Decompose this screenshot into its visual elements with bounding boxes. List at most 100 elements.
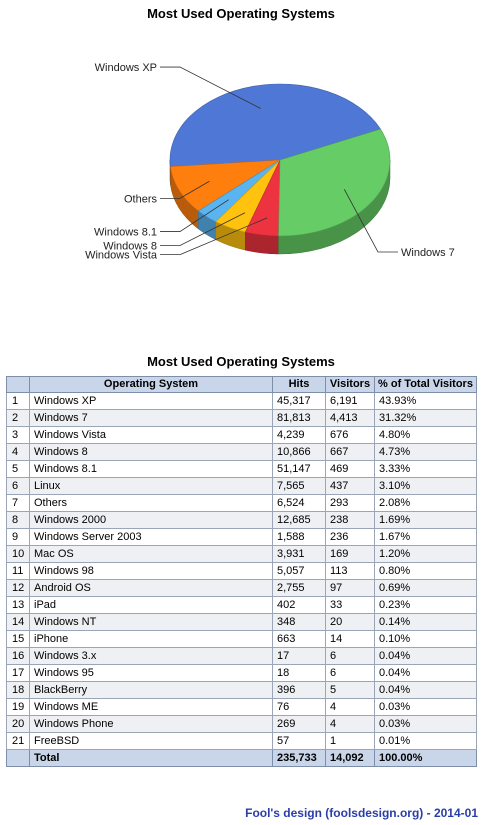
- cell-visitors: 293: [325, 494, 375, 512]
- cell-visitors: 6: [325, 664, 375, 682]
- table-row: 5 Windows 8.1 51,147 469 3.33%: [6, 460, 477, 478]
- cell-percent: 31.32%: [374, 409, 477, 427]
- table-row: 19 Windows ME 76 4 0.03%: [6, 698, 477, 716]
- cell-index: 20: [6, 715, 30, 733]
- cell-index: 6: [6, 477, 30, 495]
- slice-label: Windows 8.1: [94, 227, 157, 239]
- cell-percent: 43.93%: [374, 392, 477, 410]
- table-row: 20 Windows Phone 269 4 0.03%: [6, 715, 477, 733]
- cell-index: 8: [6, 511, 30, 529]
- cell-os: Windows NT: [29, 613, 273, 631]
- cell-visitors: 33: [325, 596, 375, 614]
- cell-index: 5: [6, 460, 30, 478]
- cell-visitors: 6,191: [325, 392, 375, 410]
- table-row: 9 Windows Server 2003 1,588 236 1.67%: [6, 528, 477, 546]
- cell-percent: 0.80%: [374, 562, 477, 580]
- cell-hits: 6,524: [272, 494, 326, 512]
- total-visitors: 14,092: [325, 749, 375, 767]
- cell-visitors: 238: [325, 511, 375, 529]
- cell-visitors: 437: [325, 477, 375, 495]
- footer-credit: Fool's design (foolsdesign.org) - 2014-0…: [245, 806, 478, 820]
- slice-label: Others: [124, 193, 158, 205]
- cell-os: BlackBerry: [29, 681, 273, 699]
- cell-os: Windows 8.1: [29, 460, 273, 478]
- cell-os: Windows 7: [29, 409, 273, 427]
- cell-hits: 1,588: [272, 528, 326, 546]
- table-row: 14 Windows NT 348 20 0.14%: [6, 613, 477, 631]
- cell-visitors: 667: [325, 443, 375, 461]
- cell-hits: 663: [272, 630, 326, 648]
- cell-index: 19: [6, 698, 30, 716]
- cell-hits: 2,755: [272, 579, 326, 597]
- column-header-visitors: Visitors: [325, 376, 375, 393]
- cell-visitors: 169: [325, 545, 375, 563]
- cell-percent: 0.10%: [374, 630, 477, 648]
- cell-percent: 0.04%: [374, 681, 477, 699]
- cell-hits: 17: [272, 647, 326, 665]
- cell-visitors: 20: [325, 613, 375, 631]
- cell-percent: 1.67%: [374, 528, 477, 546]
- cell-hits: 402: [272, 596, 326, 614]
- cell-hits: 51,147: [272, 460, 326, 478]
- cell-visitors: 236: [325, 528, 375, 546]
- cell-visitors: 4: [325, 715, 375, 733]
- cell-index: 4: [6, 443, 30, 461]
- leader-line: [160, 212, 246, 246]
- cell-os: Others: [29, 494, 273, 512]
- table-row: 12 Android OS 2,755 97 0.69%: [6, 579, 477, 597]
- total-label: Total: [29, 749, 273, 767]
- slice-label: Windows 7: [401, 247, 455, 259]
- cell-os: Windows Server 2003: [29, 528, 273, 546]
- cell-percent: 1.69%: [374, 511, 477, 529]
- cell-hits: 76: [272, 698, 326, 716]
- cell-index: 17: [6, 664, 30, 682]
- cell-os: Mac OS: [29, 545, 273, 563]
- cell-percent: 4.80%: [374, 426, 477, 444]
- total-percent: 100.00%: [374, 749, 477, 767]
- slice-label: Windows XP: [95, 62, 157, 74]
- column-header-os: Operating System: [29, 376, 273, 393]
- cell-visitors: 4,413: [325, 409, 375, 427]
- table-row: 17 Windows 95 18 6 0.04%: [6, 664, 477, 682]
- cell-hits: 348: [272, 613, 326, 631]
- cell-hits: 269: [272, 715, 326, 733]
- cell-os: Windows Phone: [29, 715, 273, 733]
- table-row: 1 Windows XP 45,317 6,191 43.93%: [6, 392, 477, 410]
- cell-percent: 3.10%: [374, 477, 477, 495]
- cell-os: iPhone: [29, 630, 273, 648]
- cell-visitors: 469: [325, 460, 375, 478]
- cell-index: 21: [6, 732, 30, 750]
- cell-hits: 5,057: [272, 562, 326, 580]
- table-row: 13 iPad 402 33 0.23%: [6, 596, 477, 614]
- cell-index: 18: [6, 681, 30, 699]
- table-row: 8 Windows 2000 12,685 238 1.69%: [6, 511, 477, 529]
- cell-visitors: 113: [325, 562, 375, 580]
- cell-hits: 396: [272, 681, 326, 699]
- cell-os: Windows 95: [29, 664, 273, 682]
- leader-line: [160, 217, 268, 256]
- cell-os: Android OS: [29, 579, 273, 597]
- leader-line: [343, 189, 398, 253]
- pie-slice-windows-xp: [169, 83, 381, 167]
- cell-index: 9: [6, 528, 30, 546]
- table-row: 16 Windows 3.x 17 6 0.04%: [6, 647, 477, 665]
- cell-index: 16: [6, 647, 30, 665]
- cell-percent: 0.69%: [374, 579, 477, 597]
- cell-percent: 3.33%: [374, 460, 477, 478]
- cell-index: 14: [6, 613, 30, 631]
- cell-index: 11: [6, 562, 30, 580]
- table-row: 7 Others 6,524 293 2.08%: [6, 494, 477, 512]
- cell-os: Windows ME: [29, 698, 273, 716]
- total-hits: 235,733: [272, 749, 326, 767]
- cell-percent: 2.08%: [374, 494, 477, 512]
- cell-percent: 0.03%: [374, 698, 477, 716]
- cell-os: Windows 8: [29, 443, 273, 461]
- cell-index: 10: [6, 545, 30, 563]
- leader-line: [160, 66, 261, 109]
- table-row: 15 iPhone 663 14 0.10%: [6, 630, 477, 648]
- cell-visitors: 5: [325, 681, 375, 699]
- cell-hits: 18: [272, 664, 326, 682]
- column-header-hits: Hits: [272, 376, 326, 393]
- cell-index: 2: [6, 409, 30, 427]
